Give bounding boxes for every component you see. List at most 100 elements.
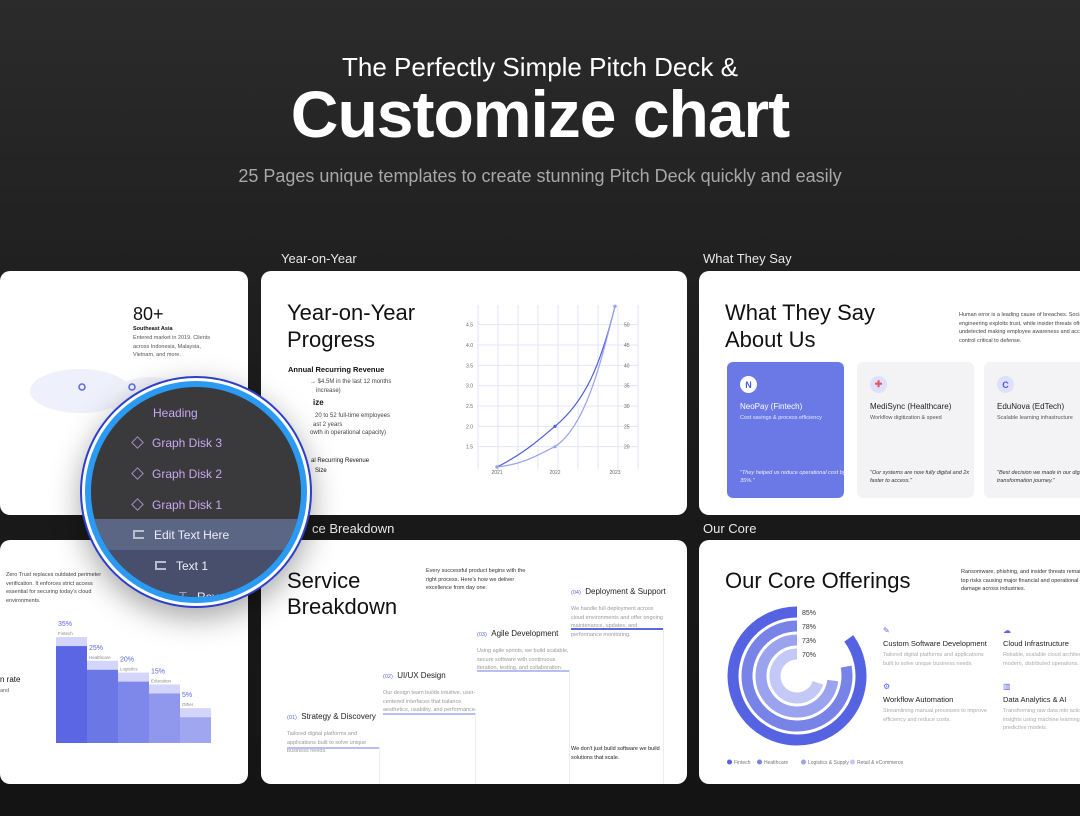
testimonial-quote: "Best decision we made in our digital tr… [997,470,1080,484]
bar-cap [180,708,211,718]
metric-heading: n rate [0,675,21,684]
layer-row[interactable]: Graph Disk 2 [91,458,301,489]
bar [118,681,149,743]
offering-title: Cloud Infrastructure [1003,639,1069,648]
step-body: Using agile sprints, we build scalable, … [477,648,569,671]
radial-value-label: 73% [802,638,816,645]
step-title: Deployment & Support [585,587,666,596]
y-left-tick-label: 2.5 [466,404,473,410]
metric-heading: ize [313,398,324,407]
layer-label: Text 1 [176,558,209,573]
section-label-say: What They Say [703,251,792,266]
y-right-tick-label: 30 [624,404,630,410]
bar-value-label: 5% [182,692,192,699]
radial-value-label: 78% [802,624,816,631]
metric-text: al Recurring Revenue [311,458,370,464]
line-series [496,306,616,468]
slide-title-2: Breakdown [287,594,398,619]
layer-row[interactable]: Text 1 [91,550,301,581]
data-point [613,304,617,308]
offering-body: Streamlining manual processes to improve… [883,708,987,723]
slide-core[interactable]: Our Core Offerings Ransomware, phishing,… [699,540,1080,784]
slide-title-1: Year-on-Year [287,300,416,325]
slide-yoy[interactable]: Year-on-Year Progress Annual Recurring R… [261,271,687,515]
data-point [553,445,557,449]
metric-text: increase) [316,388,341,394]
y-left-tick-label: 2.0 [466,424,473,430]
y-right-tick-label: 25 [624,424,630,430]
slide-desc: Human error is a leading cause of breach… [959,312,1080,344]
legend-label: Logistics & Supply [808,760,849,766]
step-underline [287,747,379,749]
y-left-tick-label: 3.0 [466,384,473,390]
edunova-logo-icon: C [997,376,1014,393]
bar-category-label: Education [151,678,172,683]
bar-cap [149,684,180,694]
diamond-icon [131,467,144,480]
service-step: (03) Agile Development Using agile sprint… [477,623,572,673]
diamond-icon [131,498,144,511]
x-tick-label: 2022 [549,470,560,476]
layer-row[interactable]: Heading [91,397,301,428]
offering-title: Custom Software Development [883,639,987,648]
layer-row[interactable]: Graph Disk 1 [91,489,301,520]
bar [149,693,180,743]
stat-desc: Entered market in 2019. Clients across I… [133,335,211,358]
service-step: (04) Deployment & Support We handle full … [571,581,666,639]
testimonial-quote: "Our systems are now fully digital and 2… [870,470,970,484]
slide-title-2: Progress [287,327,376,352]
offering-item: ▥ Data Analytics & AI Transforming raw dat… [1003,682,1080,733]
slide-title-2: About Us [725,327,816,352]
layers-panel[interactable]: Heading Graph Disk 3 Graph Disk 2 Graph Dis… [85,381,307,603]
slide-desc: Every successful product begins with the… [426,568,526,591]
testimonial-card[interactable]: N NeoPay (Fintech) Cost savings & proces… [727,362,846,498]
bar-category-label: Healthcare [89,655,111,660]
bar-cap [56,637,87,647]
legend-label: Fintech [734,760,751,766]
layer-row[interactable]: Graph Disk 3 [91,427,301,458]
y-right-tick-label: 45 [624,343,630,349]
testimonial-name: EduNova (EdTech) [997,402,1065,411]
y-right-tick-label: 20 [624,445,630,451]
radial-bar [755,634,839,718]
radial-bar [741,620,853,732]
slide-service[interactable]: Service Breakdown Every successful produ… [261,540,687,784]
legend-label: Healthcare [764,760,788,766]
bar-category-label: Other [182,702,194,707]
offering-title: Data Analytics & AI [1003,695,1067,704]
neopay-logo-icon: N [740,376,757,393]
bar-cap [87,660,118,670]
testimonial-name: MediSync (Healthcare) [870,402,952,411]
section-label-service: ce Breakdown [312,521,395,536]
map-pin-icon [128,383,136,391]
layer-label: Revenue and [196,589,269,603]
legend-dot [727,759,732,765]
bar-value-label: 35% [58,621,72,628]
headline-subtitle: 25 Pages unique templates to create stun… [238,166,842,186]
step-title: UI/UX Design [397,671,446,680]
x-tick-label: 2021 [491,470,502,476]
step-number: (04) [571,590,581,596]
y-left-tick-label: 4.0 [466,343,473,349]
layer-row[interactable]: Edit Text Here [91,519,301,550]
frame-icon [133,530,144,539]
metric-text: Size [315,468,327,474]
testimonial-card[interactable]: ✚ MediSync (Healthcare) Workflow digitiz… [857,362,974,498]
radial-value-label: 70% [802,652,816,659]
metric-text: and [0,688,10,694]
layer-label: Graph Disk 3 [152,435,223,450]
slide-title: Our Core Offerings [725,568,911,593]
step-underline [477,670,569,672]
testimonial-card[interactable]: C EduNova (EdTech) Scalable learning inf… [984,362,1080,498]
layer-row[interactable]: T Revenue and [91,581,301,603]
metric-text: → $4.5M in the last 12 months [310,379,392,385]
diamond-icon [131,436,144,449]
slide-testimonials[interactable]: What They Say About Us Human error is a … [699,271,1080,515]
y-left-tick-label: 3.5 [466,363,473,369]
layers-panel-magnifier: Heading Graph Disk 3 Graph Disk 2 Graph Dis… [80,376,312,608]
offering-body: Reliable, scalable cloud architecture fo… [1003,652,1080,667]
legend-dot [757,759,762,765]
bar [56,646,87,743]
line-chart: 1.5 20 2.0 25 2.5 30 3.0 35 3.5 40 4.0 45 4.5 50 2021 2… [466,304,639,476]
section-label-core: Our Core [703,521,757,536]
